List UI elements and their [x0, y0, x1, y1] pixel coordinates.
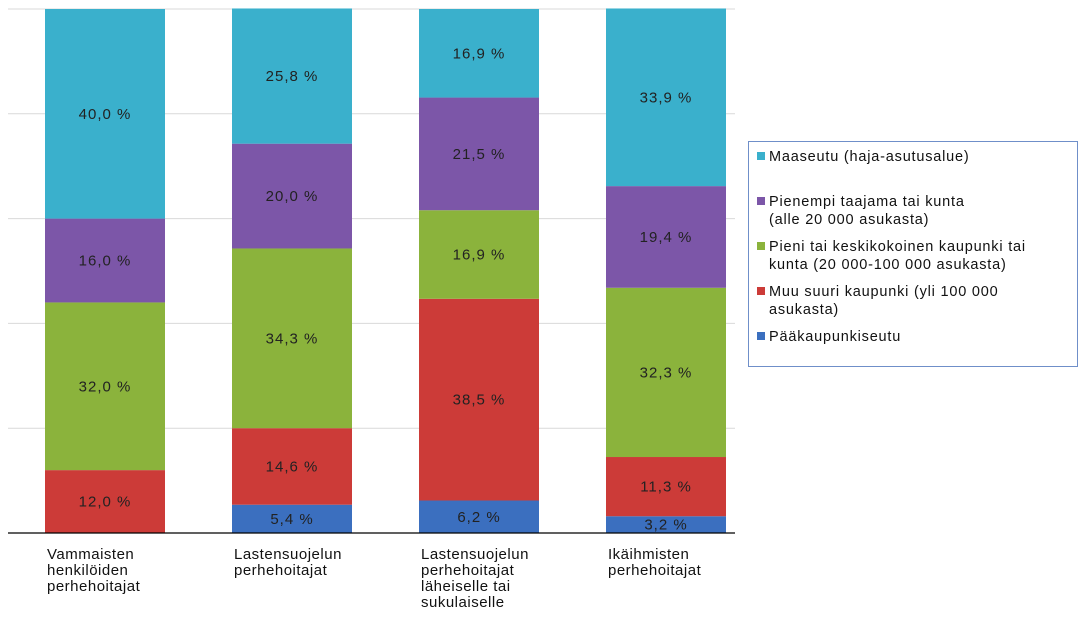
data-label-1-3: 32,0 %	[79, 378, 132, 395]
legend-swatch-5	[757, 332, 765, 340]
data-label-2-3: 34,3 %	[266, 330, 319, 347]
legend-label-4-line-2: asukasta)	[769, 302, 840, 318]
category-label-3-line-4: sukulaiselle	[421, 594, 505, 611]
bar-segment-4-3	[606, 287, 726, 458]
legend-item-3: Pieni tai keskikokoinen kaupunki tai kunt…	[757, 238, 1071, 274]
bar-segment-1-4	[45, 218, 165, 303]
data-label-1-2: 12,0 %	[79, 494, 132, 511]
legend-label-3-line-1: Pieni tai keskikokoinen kaupunki tai	[769, 239, 1026, 255]
legend: Maaseutu (haja-asutusalue) Pienempi taaja…	[748, 141, 1078, 367]
bar-segment-2-5	[232, 8, 352, 144]
bar-segment-2-1	[232, 504, 352, 533]
bar-segment-2-3	[232, 248, 352, 429]
bar-segment-4-2	[606, 457, 726, 517]
data-label-3-4: 21,5 %	[453, 146, 506, 163]
category-labels: VammaistenhenkilöidenperhehoitajatLasten…	[47, 546, 702, 611]
bar-segments	[45, 8, 726, 533]
legend-swatch-3	[757, 242, 765, 250]
bar-segment-1-3	[45, 302, 165, 471]
category-label-1-line-3: perhehoitajat	[47, 578, 141, 595]
bar-segment-3-2	[419, 298, 539, 501]
data-label-2-2: 14,6 %	[266, 458, 319, 475]
data-label-3-5: 16,9 %	[453, 45, 506, 62]
legend-item-1: Maaseutu (haja-asutusalue)	[757, 148, 1071, 166]
legend-swatch-4	[757, 287, 765, 295]
bar-segment-3-5	[419, 9, 539, 98]
bar-segment-2-4	[232, 143, 352, 249]
category-label-1-line-2: henkilöiden	[47, 562, 128, 579]
category-label-3-line-1: Lastensuojelun	[421, 546, 529, 563]
data-label-4-5: 33,9 %	[640, 89, 693, 106]
bar-segment-1-2	[45, 470, 165, 533]
legend-label-4-line-1: Muu suuri kaupunki (yli 100 000	[769, 284, 999, 300]
legend-item-4: Muu suuri kaupunki (yli 100 000 asukasta)	[757, 283, 1071, 319]
data-label-3-1: 6,2 %	[457, 509, 500, 526]
category-label-2-line-2: perhehoitajat	[234, 562, 328, 579]
bar-segment-4-4	[606, 186, 726, 288]
data-label-2-4: 20,0 %	[266, 188, 319, 205]
data-label-3-2: 38,5 %	[453, 392, 506, 409]
data-label-3-3: 16,9 %	[453, 246, 506, 263]
legend-label-2-line-2: (alle 20 000 asukasta)	[769, 212, 930, 228]
legend-swatch-1	[757, 152, 765, 160]
bar-segment-3-4	[419, 97, 539, 211]
legend-item-5: Pääkaupunkiseutu	[757, 328, 1071, 346]
data-label-4-3: 32,3 %	[640, 364, 693, 381]
bar-segment-1-5	[45, 9, 165, 219]
legend-label-1-line-1: Maaseutu (haja-asutusalue)	[769, 149, 970, 165]
category-label-2-line-1: Lastensuojelun	[234, 546, 342, 563]
data-label-2-1: 5,4 %	[270, 511, 313, 528]
category-label-3-line-3: läheiselle tai	[421, 578, 511, 595]
category-label-4-line-1: Ikäihmisten	[608, 546, 689, 563]
data-label-2-5: 25,8 %	[266, 68, 319, 85]
legend-item-2: Pienempi taajama tai kunta (alle 20 000 a…	[757, 193, 1071, 229]
legend-label-5-line-1: Pääkaupunkiseutu	[769, 329, 902, 345]
data-label-4-1: 3,2 %	[644, 517, 687, 534]
bar-segment-3-1	[419, 500, 539, 533]
legend-label-3-line-2: kunta (20 000-100 000 asukasta)	[769, 257, 1007, 273]
legend-swatch-2	[757, 197, 765, 205]
bar-segment-4-1	[606, 516, 726, 533]
data-label-1-5: 40,0 %	[79, 106, 132, 123]
data-label-4-4: 19,4 %	[640, 229, 693, 246]
bar-segment-3-3	[419, 210, 539, 299]
data-label-1-4: 16,0 %	[79, 253, 132, 270]
category-label-1-line-1: Vammaisten	[47, 546, 134, 563]
category-label-4-line-2: perhehoitajat	[608, 562, 702, 579]
bar-segment-2-2	[232, 428, 352, 505]
legend-label-2-line-1: Pienempi taajama tai kunta	[769, 194, 965, 210]
category-label-3-line-2: perhehoitajat	[421, 562, 515, 579]
bar-segment-4-5	[606, 8, 726, 187]
data-label-4-2: 11,3 %	[640, 479, 692, 496]
data-labels: 12,0 % 32,0 % 16,0 % 40,0 % 5,4 % 14,6 % 34,3 …	[79, 45, 693, 534]
